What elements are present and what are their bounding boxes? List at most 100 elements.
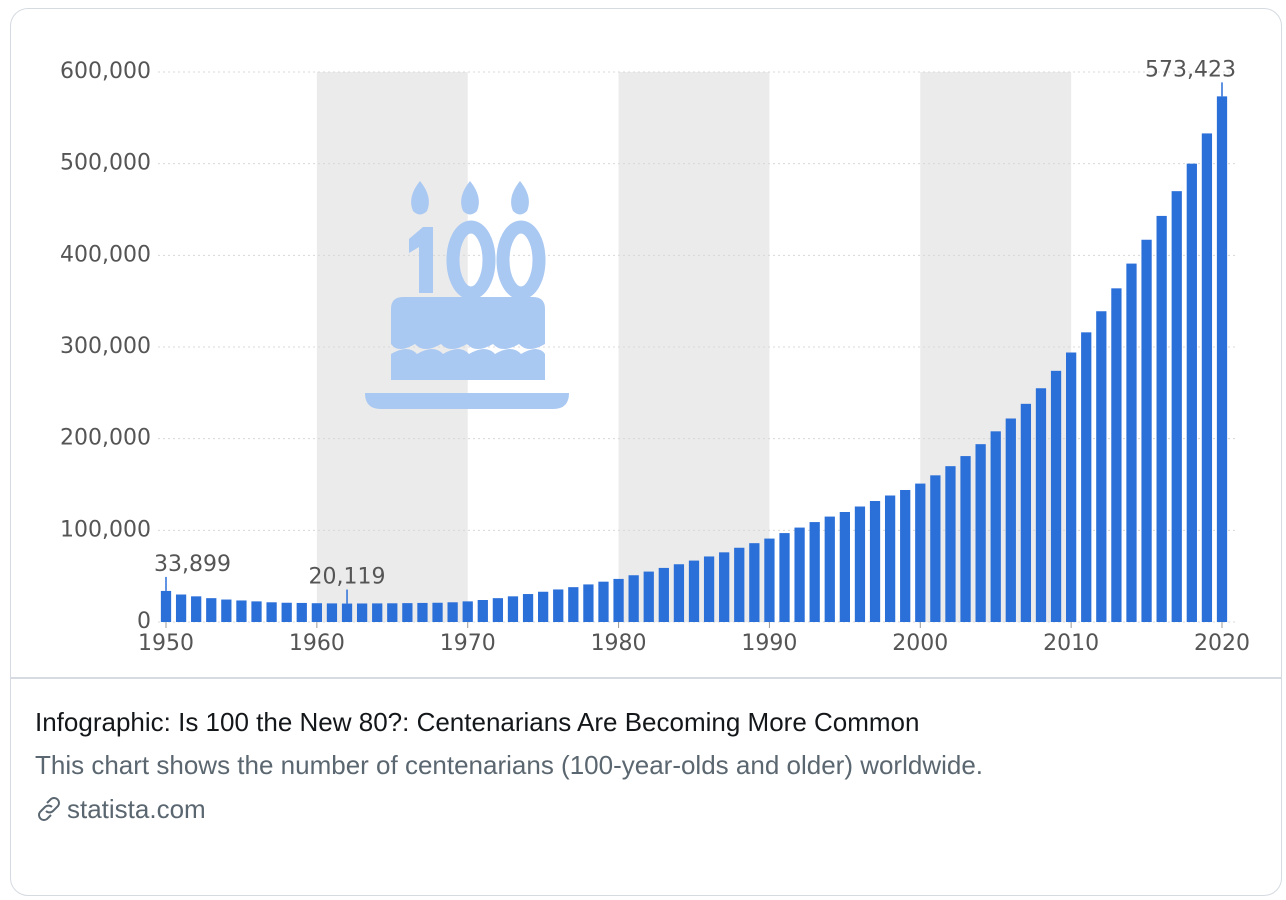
bar bbox=[628, 575, 639, 622]
bar bbox=[417, 602, 428, 622]
bar bbox=[884, 495, 896, 622]
y-tick-label: 0 bbox=[137, 609, 151, 634]
bar bbox=[930, 475, 941, 622]
bar bbox=[960, 456, 971, 622]
stripe bbox=[316, 72, 468, 622]
bar bbox=[673, 564, 685, 622]
bar bbox=[854, 506, 866, 622]
bar bbox=[764, 538, 775, 622]
plot: 33,899 20,119 573,423 bbox=[154, 57, 1236, 623]
bar bbox=[869, 501, 881, 622]
y-tick-label: 100,000 bbox=[60, 517, 151, 542]
bar bbox=[658, 567, 669, 622]
card-link[interactable]: statista.com bbox=[35, 791, 1145, 827]
chart: 0 100,000 200,000 300,000 400,000 500,000 600,… bbox=[60, 57, 1250, 656]
bar bbox=[598, 581, 609, 622]
x-tick-label: 2000 bbox=[892, 631, 948, 656]
y-tick-label: 200,000 bbox=[60, 426, 151, 451]
card-description: This chart shows the number of centenari… bbox=[35, 750, 984, 780]
grid: 0 100,000 200,000 300,000 400,000 500,000 600,… bbox=[60, 59, 1250, 656]
bar bbox=[1111, 288, 1122, 622]
value-label: 33,899 bbox=[154, 552, 231, 577]
y-tick-label: 600,000 bbox=[60, 59, 151, 84]
bar bbox=[915, 483, 926, 622]
bar bbox=[447, 602, 458, 622]
bar bbox=[1066, 352, 1077, 622]
bar bbox=[1050, 370, 1062, 622]
bar bbox=[402, 603, 413, 622]
bar bbox=[1020, 403, 1032, 622]
bar bbox=[462, 601, 473, 622]
bar bbox=[568, 587, 579, 622]
bar bbox=[945, 466, 956, 622]
bar bbox=[1186, 163, 1197, 622]
bar bbox=[356, 603, 368, 622]
bar bbox=[522, 594, 534, 622]
bar bbox=[583, 584, 594, 622]
x-tick-label: 1970 bbox=[440, 631, 496, 656]
bar bbox=[900, 490, 911, 622]
bar bbox=[1035, 388, 1047, 622]
value-label: 20,119 bbox=[309, 565, 386, 590]
bar bbox=[990, 431, 1001, 622]
y-tick-label: 400,000 bbox=[60, 242, 151, 267]
bar bbox=[432, 602, 443, 622]
bar bbox=[191, 596, 202, 622]
bar bbox=[779, 533, 790, 622]
y-tick-label: 500,000 bbox=[60, 151, 151, 176]
bar bbox=[251, 601, 262, 622]
bar bbox=[553, 589, 564, 622]
separator bbox=[11, 677, 1281, 679]
bar bbox=[975, 444, 986, 622]
x-tick-label: 1990 bbox=[741, 631, 797, 656]
x-tick-label: 1960 bbox=[289, 631, 345, 656]
bar bbox=[719, 552, 730, 622]
bar bbox=[311, 603, 322, 622]
bar bbox=[266, 602, 277, 622]
bar bbox=[809, 522, 820, 622]
x-tick-label: 2020 bbox=[1194, 631, 1250, 656]
bar bbox=[341, 603, 353, 622]
bar bbox=[1171, 191, 1182, 622]
bar bbox=[1096, 311, 1107, 622]
link-icon bbox=[38, 797, 60, 821]
bar bbox=[734, 547, 745, 622]
bar bbox=[1126, 263, 1137, 622]
bar bbox=[1141, 239, 1152, 622]
bar bbox=[794, 527, 805, 622]
bar bbox=[221, 599, 232, 622]
bar bbox=[492, 598, 504, 622]
bar bbox=[477, 600, 488, 622]
bar bbox=[538, 591, 549, 622]
bar bbox=[703, 556, 715, 622]
bar bbox=[1005, 418, 1016, 622]
x-tick-label: 1980 bbox=[591, 631, 647, 656]
value-label: 573,423 bbox=[1145, 57, 1236, 82]
card-title: Infographic: Is 100 the New 80?: Centena… bbox=[35, 707, 920, 737]
bar bbox=[613, 578, 624, 622]
y-tick-label: 300,000 bbox=[60, 334, 151, 359]
x-tick-label: 1950 bbox=[138, 631, 194, 656]
bar bbox=[1156, 215, 1167, 622]
link-text[interactable]: statista.com bbox=[67, 794, 206, 824]
bar bbox=[1216, 96, 1228, 623]
bar bbox=[387, 603, 398, 622]
bar bbox=[643, 571, 654, 622]
bar bbox=[1201, 133, 1213, 622]
bar bbox=[160, 590, 172, 622]
bar bbox=[372, 603, 383, 622]
bar bbox=[281, 602, 292, 622]
bar bbox=[175, 594, 187, 622]
bar bbox=[326, 603, 338, 622]
bar bbox=[507, 596, 519, 622]
link-card[interactable]: 0 100,000 200,000 300,000 400,000 500,000 600,… bbox=[10, 8, 1282, 896]
cake-icon bbox=[365, 181, 569, 409]
bar bbox=[296, 602, 307, 622]
bar bbox=[824, 516, 835, 622]
bar bbox=[749, 543, 760, 622]
bar bbox=[1081, 332, 1092, 622]
card-info: Infographic: Is 100 the New 80?: Centena… bbox=[35, 705, 1145, 827]
x-tick-label: 2010 bbox=[1043, 631, 1099, 656]
bar bbox=[236, 600, 247, 622]
